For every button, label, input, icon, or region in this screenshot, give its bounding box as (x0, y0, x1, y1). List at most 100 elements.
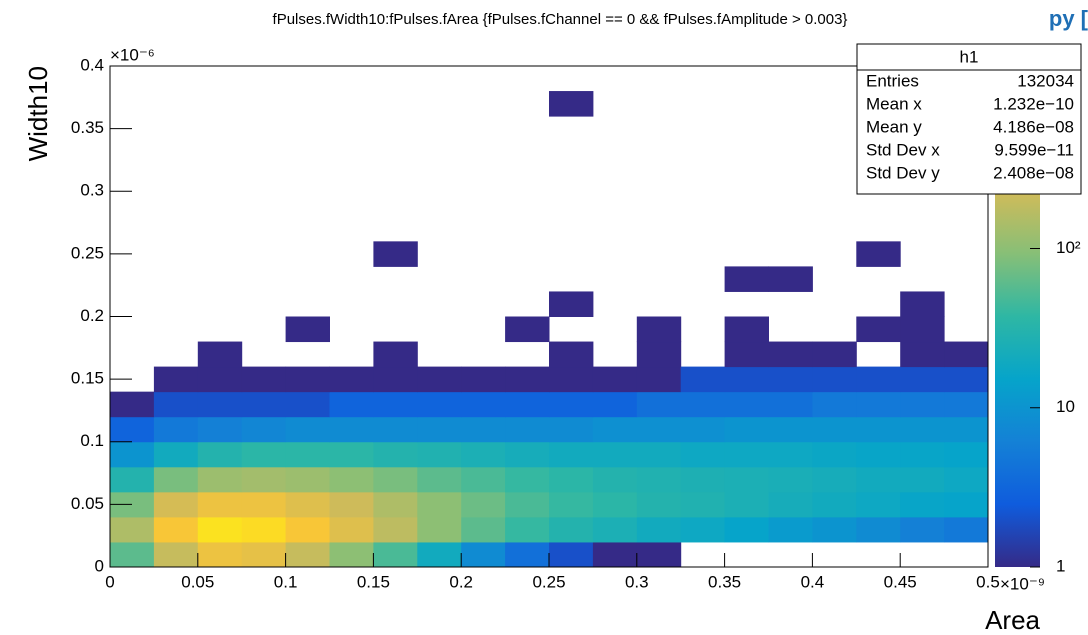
cell (461, 141, 505, 167)
cell (549, 466, 594, 493)
cell (856, 516, 901, 543)
cell (198, 317, 242, 343)
cell (725, 241, 769, 267)
cell (154, 91, 198, 117)
cell (241, 516, 287, 543)
cell (636, 366, 682, 393)
cell (681, 116, 725, 142)
x-tick-label: 0.2 (449, 572, 473, 591)
cell (329, 441, 374, 468)
cell (681, 66, 725, 92)
cell (681, 91, 725, 117)
cell (198, 241, 242, 267)
cell (330, 342, 374, 368)
cell (637, 291, 681, 317)
cell (417, 166, 461, 192)
cell (330, 116, 374, 142)
cell (241, 366, 287, 393)
cell (329, 466, 374, 493)
cell (856, 191, 900, 217)
cell (417, 66, 461, 92)
cell (769, 91, 813, 117)
cell (505, 316, 550, 343)
cell (242, 91, 286, 117)
cell (725, 166, 769, 192)
cell (769, 191, 813, 217)
cell (373, 317, 417, 343)
cell (373, 141, 417, 167)
cell (110, 166, 154, 192)
cell (417, 466, 462, 493)
cell (417, 366, 462, 393)
cell (724, 316, 769, 343)
cell (110, 342, 154, 368)
cell (944, 466, 989, 493)
cell (724, 341, 769, 368)
cell (724, 516, 769, 543)
cell (549, 166, 593, 192)
cell (593, 116, 637, 142)
cell (417, 191, 461, 217)
cell (725, 291, 769, 317)
cell (329, 516, 374, 543)
cell (680, 391, 726, 418)
cell (856, 266, 900, 292)
cell (417, 516, 462, 543)
cell (944, 542, 988, 568)
cell (681, 191, 725, 217)
cell (769, 291, 813, 317)
cell (812, 441, 857, 468)
cell (417, 541, 462, 568)
cell (241, 391, 287, 418)
cell (461, 366, 506, 393)
cell (768, 266, 813, 292)
cell (330, 66, 374, 92)
cell (110, 516, 155, 543)
cell (505, 166, 549, 192)
cell (812, 491, 857, 518)
cell (900, 416, 945, 443)
cell (900, 466, 945, 493)
cell (549, 416, 594, 443)
cell (900, 216, 944, 242)
cell (153, 541, 199, 568)
cell (329, 491, 374, 518)
x-tick-label: 0.4 (801, 572, 825, 591)
cell (286, 66, 330, 92)
cell (900, 241, 944, 267)
cell (725, 91, 769, 117)
cell (198, 291, 242, 317)
cell (593, 166, 637, 192)
cell (769, 216, 813, 242)
cell (769, 241, 813, 267)
cell (110, 541, 155, 568)
cell (197, 441, 243, 468)
cell (812, 341, 857, 368)
cell (637, 191, 681, 217)
cell (285, 466, 330, 493)
cell (769, 141, 813, 167)
cell (725, 216, 769, 242)
stats-key: Std Dev x (866, 140, 940, 159)
cell (153, 391, 199, 418)
y-tick-label: 0.1 (80, 431, 104, 450)
cell (549, 66, 593, 92)
cell (856, 241, 901, 267)
cell (154, 342, 198, 368)
cell (198, 266, 242, 292)
cell (330, 91, 374, 117)
cell (724, 441, 769, 468)
stats-value: 9.599e−11 (994, 140, 1074, 159)
cell (593, 191, 637, 217)
y-axis-label: Width10 (23, 66, 53, 161)
cell (636, 316, 682, 343)
cell (330, 266, 374, 292)
cell (197, 541, 243, 568)
cell (680, 466, 726, 493)
cell (812, 516, 857, 543)
cell (373, 91, 417, 117)
cell (636, 466, 682, 493)
cell (286, 141, 330, 167)
cell (242, 191, 286, 217)
cell (329, 391, 374, 418)
